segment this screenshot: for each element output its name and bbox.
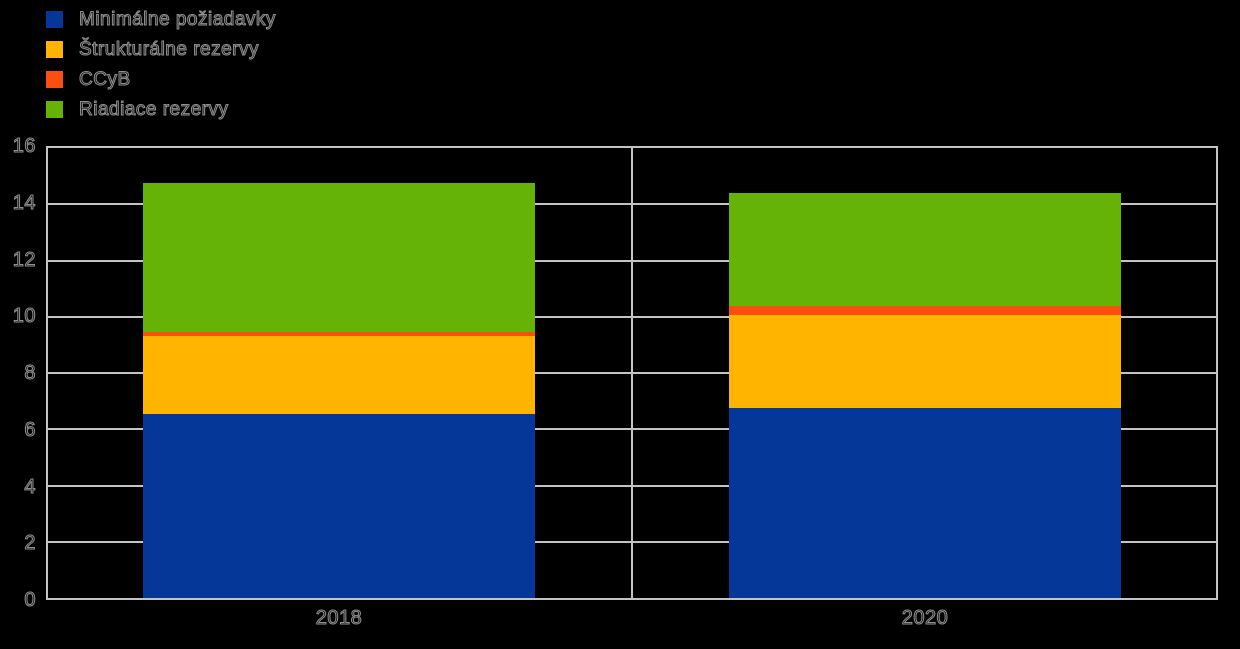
y-tick-label: 2 bbox=[24, 532, 36, 555]
legend-swatch-icon bbox=[46, 100, 63, 118]
bar-segment bbox=[729, 408, 1121, 598]
legend-swatch-icon bbox=[46, 10, 63, 28]
bar-segment bbox=[142, 183, 535, 333]
bar-segment bbox=[142, 332, 535, 337]
legend-swatch-icon bbox=[46, 70, 63, 88]
x-tick-label: 2020 bbox=[901, 607, 949, 629]
y-tick-label: 6 bbox=[24, 418, 36, 441]
legend-item: CCyB bbox=[46, 64, 276, 94]
bar-segment bbox=[729, 315, 1121, 409]
y-tick-label: 0 bbox=[24, 589, 36, 611]
stacked-bar-2020 bbox=[729, 148, 1121, 598]
bar-segment bbox=[142, 413, 535, 598]
stacked-bar-2018 bbox=[142, 148, 535, 598]
bar-segment bbox=[729, 193, 1121, 306]
legend-label: Minimálne požiadavky bbox=[79, 8, 276, 30]
legend: Minimálne požiadavky Štrukturálne rezervy… bbox=[46, 4, 276, 124]
plot-area bbox=[46, 146, 1218, 600]
y-tick-label: 10 bbox=[12, 305, 36, 328]
y-tick-label: 12 bbox=[12, 248, 36, 271]
legend-label: Riadiace rezervy bbox=[79, 98, 229, 120]
legend-item: Štrukturálne rezervy bbox=[46, 34, 276, 64]
bar-segment bbox=[729, 305, 1121, 316]
bar-segment bbox=[142, 336, 535, 414]
y-axis: 0 2 4 6 8 10 12 14 16 bbox=[0, 136, 36, 611]
legend-item: Minimálne požiadavky bbox=[46, 4, 276, 34]
y-tick-label: 4 bbox=[24, 475, 36, 498]
y-tick-label: 14 bbox=[12, 191, 36, 214]
y-tick-label: 16 bbox=[12, 135, 36, 157]
legend-item: Riadiace rezervy bbox=[46, 94, 276, 124]
x-axis: 2018 2020 bbox=[46, 608, 1218, 638]
legend-label: CCyB bbox=[79, 68, 131, 90]
y-tick-label: 8 bbox=[24, 362, 36, 384]
legend-swatch-icon bbox=[46, 40, 63, 58]
x-tick-label: 2018 bbox=[315, 607, 363, 629]
panel-divider bbox=[631, 148, 633, 598]
legend-label: Štrukturálne rezervy bbox=[78, 38, 260, 60]
